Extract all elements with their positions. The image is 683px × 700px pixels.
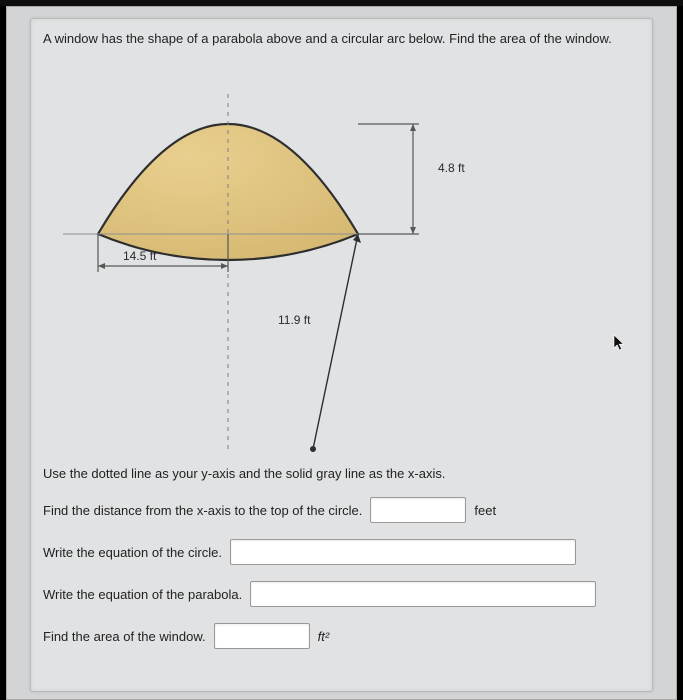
figure-svg: 14.5 ft 4.8 ft 11.9 ft <box>53 54 533 454</box>
input-area[interactable] <box>214 623 310 649</box>
input-parabola-eq[interactable] <box>250 581 596 607</box>
label-radius: 11.9 ft <box>278 313 311 327</box>
radius-endpoint <box>310 446 316 452</box>
arrow-l <box>98 263 105 269</box>
arrow-t <box>410 124 416 131</box>
unit-feet: feet <box>474 503 496 518</box>
label-half-width: 14.5 ft <box>123 249 157 263</box>
input-distance[interactable] <box>370 497 466 523</box>
row-distance: Find the distance from the x-axis to the… <box>43 497 640 523</box>
problem-card: A window has the shape of a parabola abo… <box>30 18 653 692</box>
mouse-cursor-icon <box>613 334 627 352</box>
input-circle-eq[interactable] <box>230 539 576 565</box>
window-figure: 14.5 ft 4.8 ft 11.9 ft <box>53 54 533 454</box>
label-height: 4.8 ft <box>438 161 465 175</box>
arrow-b <box>410 227 416 234</box>
label-area: Find the area of the window. <box>43 629 206 644</box>
row-circle-eq: Write the equation of the circle. <box>43 539 640 565</box>
label-distance: Find the distance from the x-axis to the… <box>43 503 362 518</box>
row-parabola-eq: Write the equation of the parabola. <box>43 581 640 607</box>
problem-prompt: A window has the shape of a parabola abo… <box>43 31 640 46</box>
unit-ft2: ft² <box>318 629 330 644</box>
axes-instruction: Use the dotted line as your y-axis and t… <box>43 466 640 481</box>
label-circle-eq: Write the equation of the circle. <box>43 545 222 560</box>
arrow-r <box>221 263 228 269</box>
radius-line <box>313 234 358 449</box>
label-parabola-eq: Write the equation of the parabola. <box>43 587 242 602</box>
page-frame: A window has the shape of a parabola abo… <box>6 6 677 700</box>
row-area: Find the area of the window. ft² <box>43 623 640 649</box>
